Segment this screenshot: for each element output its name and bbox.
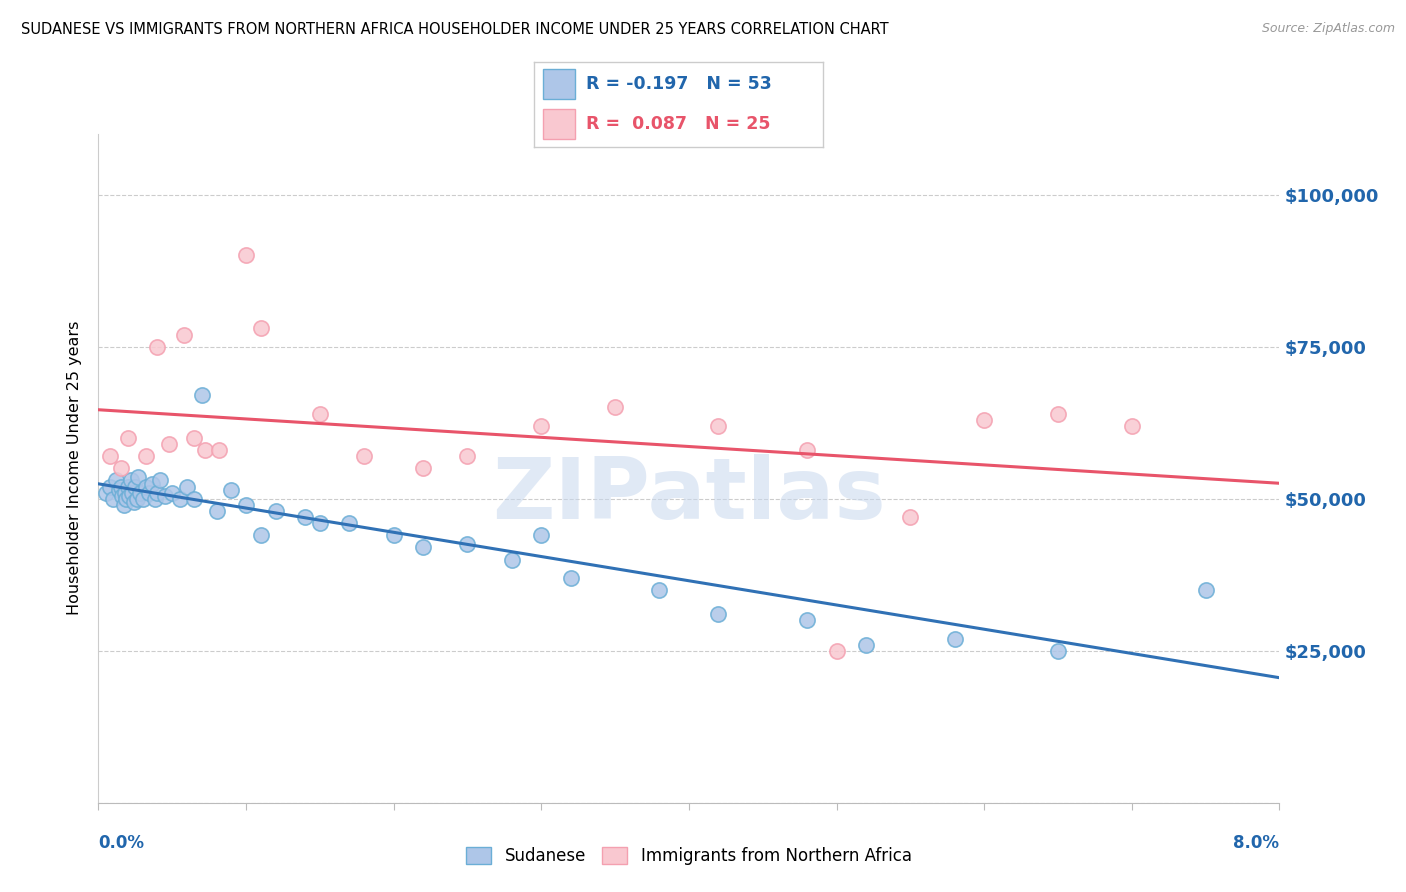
Text: R =  0.087   N = 25: R = 0.087 N = 25 — [586, 115, 770, 133]
Point — [353, 449, 375, 463]
Point — [110, 461, 132, 475]
Point — [105, 474, 128, 488]
Point — [128, 485, 150, 500]
Point — [194, 443, 217, 458]
Text: Source: ZipAtlas.com: Source: ZipAtlas.com — [1261, 22, 1395, 36]
Point — [176, 479, 198, 493]
Point — [648, 582, 671, 597]
Point — [124, 479, 146, 493]
Point — [412, 461, 434, 475]
Point — [146, 485, 169, 500]
Point — [855, 638, 877, 652]
Point — [111, 489, 134, 503]
Point — [1121, 418, 1143, 433]
Point — [112, 498, 135, 512]
Point — [205, 504, 228, 518]
Point — [98, 479, 121, 493]
Point — [825, 644, 848, 658]
Point — [94, 485, 117, 500]
Bar — [543, 109, 575, 139]
Point — [943, 632, 966, 646]
Point — [294, 510, 316, 524]
Point — [337, 516, 360, 530]
Point — [115, 491, 138, 506]
Point — [153, 489, 176, 503]
Point — [605, 401, 627, 415]
Point — [900, 510, 922, 524]
Point — [120, 474, 142, 488]
Point — [138, 485, 160, 500]
Point — [183, 431, 205, 445]
Point — [146, 340, 169, 354]
Point — [127, 470, 149, 484]
Point — [149, 474, 172, 488]
Y-axis label: Householder Income Under 25 years: Householder Income Under 25 years — [67, 321, 83, 615]
Point — [530, 418, 553, 433]
Point — [560, 571, 582, 585]
Point — [98, 449, 121, 463]
Point — [308, 516, 332, 530]
Text: 8.0%: 8.0% — [1233, 834, 1279, 852]
Point — [456, 537, 478, 551]
Point — [235, 498, 257, 512]
Point — [125, 491, 148, 506]
Point — [141, 476, 163, 491]
Point — [162, 485, 183, 500]
Point — [191, 388, 214, 402]
Point — [121, 485, 143, 500]
Point — [208, 443, 231, 458]
Point — [796, 443, 818, 458]
Point — [157, 437, 180, 451]
Point — [143, 491, 166, 506]
Bar — [543, 70, 575, 99]
Point — [530, 528, 553, 542]
Point — [382, 528, 405, 542]
Point — [183, 491, 205, 506]
Point — [973, 412, 995, 426]
Point — [118, 489, 141, 503]
Point — [264, 504, 287, 518]
Point — [1046, 644, 1069, 658]
Point — [1194, 582, 1216, 597]
Point — [122, 494, 145, 508]
Text: SUDANESE VS IMMIGRANTS FROM NORTHERN AFRICA HOUSEHOLDER INCOME UNDER 25 YEARS CO: SUDANESE VS IMMIGRANTS FROM NORTHERN AFR… — [21, 22, 889, 37]
Point — [308, 407, 332, 421]
Text: ZIPatlas: ZIPatlas — [492, 453, 886, 537]
Point — [135, 479, 157, 493]
Point — [456, 449, 478, 463]
Point — [117, 479, 139, 493]
Point — [412, 541, 434, 555]
Point — [114, 485, 136, 500]
Point — [135, 449, 157, 463]
Point — [250, 528, 273, 542]
Point — [501, 552, 523, 566]
Text: R = -0.197   N = 53: R = -0.197 N = 53 — [586, 75, 772, 93]
Point — [169, 491, 191, 506]
Point — [110, 479, 132, 493]
Point — [1046, 407, 1069, 421]
Text: 0.0%: 0.0% — [98, 834, 145, 852]
Point — [796, 613, 818, 627]
Point — [707, 607, 730, 622]
Point — [132, 491, 155, 506]
Point — [103, 491, 125, 506]
Point — [219, 483, 242, 497]
Legend: Sudanese, Immigrants from Northern Africa: Sudanese, Immigrants from Northern Afric… — [460, 840, 918, 871]
Point — [108, 483, 131, 497]
Point — [117, 431, 139, 445]
Point — [235, 248, 257, 262]
Point — [707, 418, 730, 433]
Point — [173, 327, 195, 342]
Point — [250, 321, 273, 335]
